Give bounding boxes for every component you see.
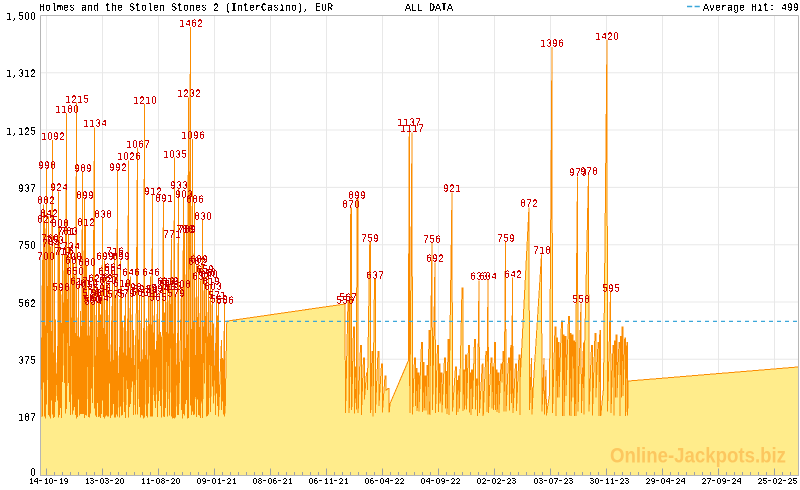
- svg-text:Online-Jackpots.biz: Online-Jackpots.biz: [610, 445, 786, 468]
